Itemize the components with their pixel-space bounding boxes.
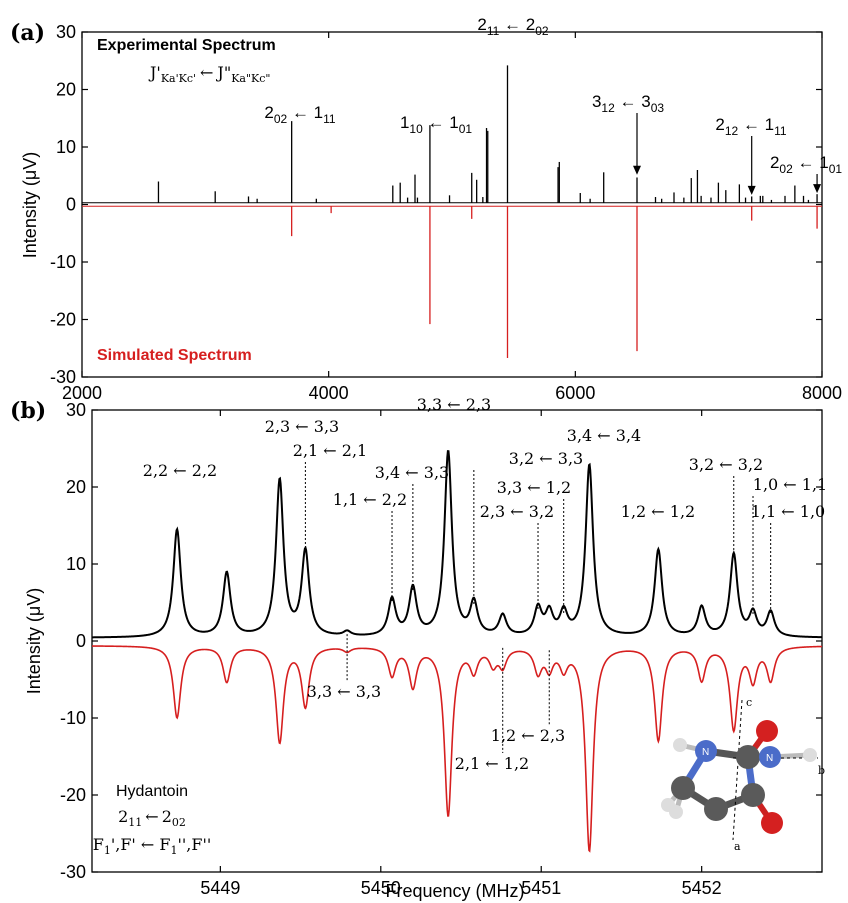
hyperfine-notation: F1',F' ← F1'',F'' [93, 835, 212, 857]
hyperfine-label: 3,2 ← 3,3 [509, 449, 583, 468]
hyperfine-label: 3,2 ← 3,2 [689, 455, 763, 474]
quantum-notation-a: J'Ka'Kc' ← J"Ka"Kc" [148, 63, 270, 85]
transition-label: 202 ← 111 [264, 103, 336, 126]
ytick-label: 20 [56, 80, 76, 100]
panel-a-ytick-labels: -30 -20 -10 0 10 20 30 [50, 22, 76, 387]
ytick-label: -30 [50, 367, 76, 387]
hyperfine-label: 1,2 ← 1,2 [621, 502, 695, 521]
panel-b-ytick-labels: -30 -20 -10 0 10 20 30 [60, 400, 86, 882]
transition-label: 202 ← 101 [770, 153, 842, 176]
panel-b-ylabel: Intensity (μV) [24, 588, 44, 694]
ytick-label: -20 [60, 785, 86, 805]
panel-b: (b) -30 -20 -10 0 10 20 30 5449 5450 5451 5452 2,… [10, 395, 827, 901]
axis-label-c: c [746, 696, 752, 709]
hyperfine-label: 2,3 ← 3,3 [265, 417, 339, 436]
hyperfine-label: 1,2 ← 2,3 [491, 726, 565, 745]
hyperfine-label: 3,3 ← 1,2 [497, 478, 571, 497]
ytick-label: -20 [50, 310, 76, 330]
transition-label: 211 ← 202 [477, 15, 549, 38]
atom-label-n2: N [766, 753, 773, 764]
panel-a-xtick-labels: 2000 4000 6000 8000 [62, 383, 842, 403]
panel-b-xlabel: Frequency (MHz) [385, 881, 524, 901]
molecule-name: Hydantoin [116, 783, 188, 800]
panel-b-annotations: 2,2 ← 2,2 2,3 ← 3,3 2,1 ← 2,1 3,4 ← 3,3 1,1 … [143, 395, 827, 773]
ytick-label: 0 [76, 631, 86, 651]
xtick-label: 5449 [200, 878, 240, 898]
panel-b-label: (b) [10, 398, 46, 424]
annotation-arrowhead [813, 184, 822, 194]
xtick-label: 5452 [682, 878, 722, 898]
panel-b-transition: 211 ← 202 [118, 807, 186, 829]
xtick-label: 5450 [361, 878, 401, 898]
xtick-label: 8000 [802, 383, 842, 403]
ytick-label: -10 [50, 252, 76, 272]
hyperfine-label: 2,1 ← 2,1 [293, 441, 367, 460]
ytick-label: 0 [66, 195, 76, 215]
panel-a-annotations: 202 ← 111 110 ← 101 211 ← 202 312 ← 303 212 … [264, 15, 842, 195]
panel-a-ylabel: Intensity (μV) [20, 152, 40, 258]
annotation-arrowhead [747, 185, 756, 195]
simulated-curve [92, 645, 823, 853]
hyperfine-label: 1,1 ← 1,0 [751, 502, 825, 521]
panel-b-axis-ticks [92, 409, 822, 873]
ytick-label: -10 [60, 708, 86, 728]
ytick-label: 30 [56, 22, 76, 42]
hyperfine-label: 1,0 ← 1,1 [753, 475, 827, 494]
transition-label: 110 ← 101 [400, 113, 472, 136]
experimental-curve [92, 450, 823, 639]
xtick-label: 6000 [555, 383, 595, 403]
hyperfine-label: 3,3 ← 2,3 [417, 395, 491, 414]
xtick-label: 5451 [521, 878, 561, 898]
panel-a-axis-ticks [81, 31, 823, 378]
ytick-label: 30 [66, 400, 86, 420]
legend-simulated: Simulated Spectrum [97, 347, 252, 364]
ytick-label: 10 [56, 137, 76, 157]
axis-label-a: a [734, 840, 741, 853]
panel-a-label: (a) [10, 20, 45, 46]
atom-label-n1: N [702, 747, 709, 758]
hydantoin-molecule-image: N N c b a [661, 696, 825, 853]
xtick-label: 4000 [309, 383, 349, 403]
ytick-label: -30 [60, 862, 86, 882]
xtick-label: 2000 [62, 383, 102, 403]
hyperfine-label: 3,4 ← 3,4 [567, 426, 641, 445]
ytick-label: 10 [66, 554, 86, 574]
transition-label: 212 ← 111 [715, 115, 787, 138]
axis-label-b: b [818, 764, 825, 777]
hyperfine-label: 1,1 ← 2,2 [333, 490, 407, 509]
hyperfine-label: 2,2 ← 2,2 [143, 461, 217, 480]
panel-b-spectrum-curves [92, 450, 823, 853]
hyperfine-label: 3,4 ← 3,3 [375, 463, 449, 482]
legend-experimental: Experimental Spectrum [97, 37, 276, 54]
ytick-label: 20 [66, 477, 86, 497]
transition-label: 312 ← 303 [592, 92, 664, 115]
hyperfine-label: 3,3 ← 3,3 [307, 682, 381, 701]
panel-b-xtick-labels: 5449 5450 5451 5452 [200, 878, 721, 898]
hyperfine-label: 2,3 ← 3,2 [480, 502, 554, 521]
annotation-arrowhead [633, 165, 641, 175]
panel-a-spectrum-lines [82, 65, 822, 359]
panel-a: (a) -30 -20 -10 0 10 20 30 2000 4000 6000 8000 20… [10, 15, 842, 403]
hyperfine-label: 2,1 ← 1,2 [455, 754, 529, 773]
